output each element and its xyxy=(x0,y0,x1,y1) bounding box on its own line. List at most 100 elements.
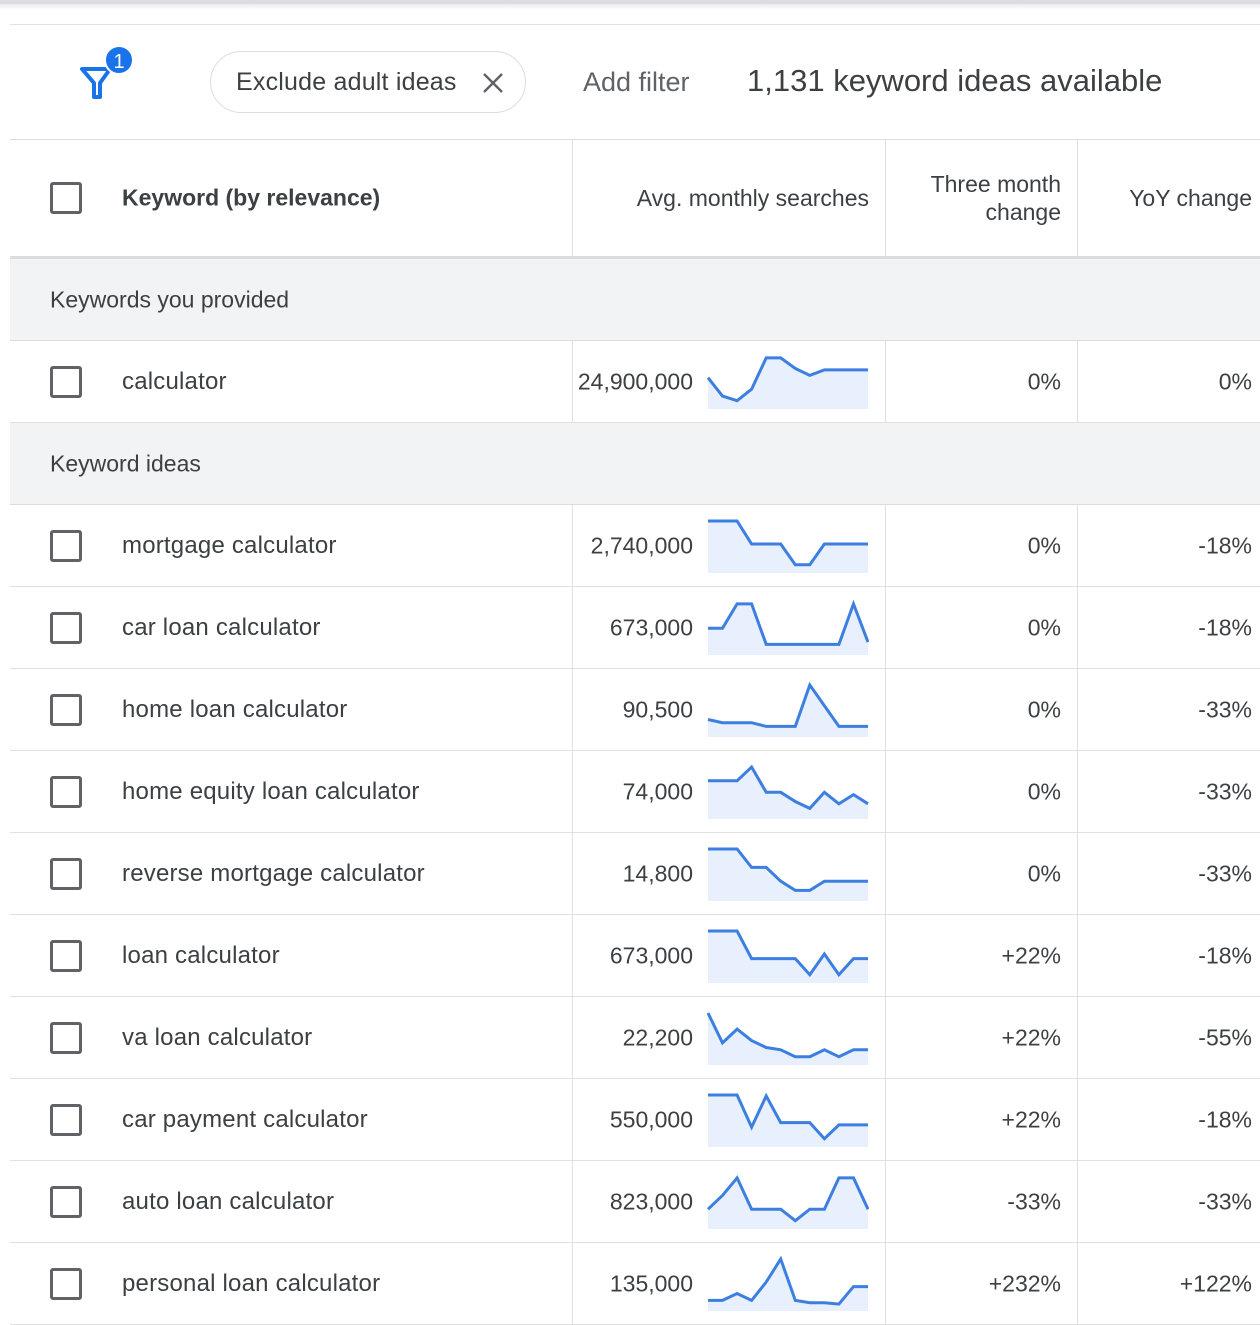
keyword-ideas-panel: 1 Exclude adult ideas Add filter 1,131 k… xyxy=(10,24,1260,1325)
row-checkbox[interactable] xyxy=(50,857,82,890)
three-month-change-value: +232% xyxy=(988,1270,1061,1296)
avg-monthly-searches-value: 24,900,000 xyxy=(577,368,693,394)
sparkline-line xyxy=(707,1175,869,1223)
three-month-change-value: +22% xyxy=(1001,1106,1061,1132)
keyword-text: car loan calculator xyxy=(122,613,321,641)
table-row[interactable]: home loan calculator 90,500 0% -33% xyxy=(10,669,1260,751)
trend-sparkline[interactable] xyxy=(707,1009,869,1065)
table-row[interactable]: personal loan calculator 135,000 +232% +… xyxy=(10,1243,1260,1325)
sparkline-area xyxy=(708,767,868,819)
sparkline-area xyxy=(708,685,868,737)
yoy-change-value: -55% xyxy=(1198,1024,1252,1050)
sparkline-line xyxy=(708,764,869,811)
sparkline-area xyxy=(708,1013,868,1065)
keyword-table: Keyword (by relevance) Avg. monthly sear… xyxy=(10,139,1260,1325)
yoy-change-value: -18% xyxy=(1198,532,1252,558)
table-row[interactable]: calculator 24,900,000 0% 0% xyxy=(10,341,1260,423)
keyword-text: home equity loan calculator xyxy=(122,777,420,805)
add-filter-button[interactable]: Add filter xyxy=(583,67,690,97)
sparkline-line xyxy=(707,1012,868,1059)
row-checkbox[interactable] xyxy=(50,693,82,726)
three-month-change-header[interactable]: Three month change xyxy=(931,170,1061,226)
yoy-change-value: -33% xyxy=(1198,778,1252,804)
select-all-checkbox[interactable] xyxy=(50,181,82,214)
avg-monthly-searches-header[interactable]: Avg. monthly searches xyxy=(636,184,869,211)
yoy-change-value: 0% xyxy=(1218,368,1252,394)
three-month-change-value: -33% xyxy=(1007,1188,1061,1214)
row-checkbox[interactable] xyxy=(50,1021,82,1054)
table-row[interactable]: mortgage calculator 2,740,000 0% -18% xyxy=(10,505,1260,587)
avg-monthly-searches-value: 673,000 xyxy=(609,614,693,640)
trend-sparkline[interactable] xyxy=(707,763,869,819)
sparkline-area xyxy=(708,931,868,983)
avg-monthly-searches-value: 74,000 xyxy=(622,778,693,804)
table-row[interactable]: reverse mortgage calculator 14,800 0% -3… xyxy=(10,833,1260,915)
top-scroll-shadow xyxy=(0,0,1260,10)
trend-sparkline[interactable] xyxy=(707,1255,869,1311)
table-header-row: Keyword (by relevance) Avg. monthly sear… xyxy=(10,139,1260,259)
sparkline-line xyxy=(708,1092,868,1141)
sparkline-area xyxy=(708,521,868,573)
yoy-change-value: -18% xyxy=(1198,1106,1252,1132)
three-month-change-value: +22% xyxy=(1001,1024,1061,1050)
keyword-column-header[interactable]: Keyword (by relevance) xyxy=(122,184,381,210)
yoy-change-value: -33% xyxy=(1198,860,1252,886)
yoy-change-value: -33% xyxy=(1198,1188,1252,1214)
ideas-available-count: 1,131 keyword ideas available xyxy=(747,63,1163,98)
sparkline-area xyxy=(708,603,868,655)
trend-sparkline[interactable] xyxy=(707,927,869,983)
row-checkbox[interactable] xyxy=(50,1185,82,1218)
section-keywords-provided: Keywords you provided xyxy=(10,259,1260,341)
sparkline-area xyxy=(708,1177,868,1229)
row-checkbox[interactable] xyxy=(50,775,82,808)
row-checkbox[interactable] xyxy=(50,1267,82,1300)
trend-sparkline[interactable] xyxy=(707,599,869,655)
table-row[interactable]: auto loan calculator 823,000 -33% -33% xyxy=(10,1161,1260,1243)
sparkline-area xyxy=(708,1259,868,1311)
avg-monthly-searches-value: 823,000 xyxy=(609,1188,693,1214)
avg-monthly-searches-value: 14,800 xyxy=(622,860,693,886)
keyword-text: personal loan calculator xyxy=(122,1269,381,1297)
three-month-change-value: 0% xyxy=(1027,614,1061,640)
avg-monthly-searches-value: 550,000 xyxy=(609,1106,693,1132)
sparkline-area xyxy=(708,849,868,901)
row-checkbox[interactable] xyxy=(50,939,82,972)
sparkline-line xyxy=(708,847,868,892)
trend-sparkline[interactable] xyxy=(707,845,869,901)
section-label: Keywords you provided xyxy=(50,286,290,312)
trend-sparkline[interactable] xyxy=(707,353,869,409)
table-row[interactable]: car payment calculator 550,000 +22% -18% xyxy=(10,1079,1260,1161)
table-row[interactable]: car loan calculator 673,000 0% -18% xyxy=(10,587,1260,669)
table-row[interactable]: loan calculator 673,000 +22% -18% xyxy=(10,915,1260,997)
keyword-text: home loan calculator xyxy=(122,695,348,723)
trend-sparkline[interactable] xyxy=(707,1173,869,1229)
sparkline-area xyxy=(708,357,868,409)
trend-sparkline[interactable] xyxy=(707,1091,869,1147)
keyword-text: loan calculator xyxy=(122,941,280,969)
trend-sparkline[interactable] xyxy=(707,517,869,573)
exclude-adult-ideas-chip[interactable]: Exclude adult ideas xyxy=(210,51,526,113)
filter-count-badge: 1 xyxy=(104,45,134,75)
three-month-change-value: 0% xyxy=(1027,778,1061,804)
sparkline-line xyxy=(708,929,868,978)
three-month-change-value: 0% xyxy=(1027,696,1061,722)
keyword-text: calculator xyxy=(122,367,227,395)
table-row[interactable]: home equity loan calculator 74,000 0% -3… xyxy=(10,751,1260,833)
three-month-header-line1: Three month xyxy=(930,170,1061,197)
close-icon[interactable] xyxy=(481,71,505,95)
row-checkbox[interactable] xyxy=(50,365,82,398)
trend-sparkline[interactable] xyxy=(707,681,869,737)
three-month-change-value: 0% xyxy=(1027,368,1061,394)
keyword-text: auto loan calculator xyxy=(122,1187,335,1215)
keyword-text: mortgage calculator xyxy=(122,531,337,559)
chip-label: Exclude adult ideas xyxy=(236,67,457,96)
row-checkbox[interactable] xyxy=(50,1103,82,1136)
yoy-change-header[interactable]: YoY change xyxy=(1129,184,1252,211)
avg-monthly-searches-value: 2,740,000 xyxy=(590,532,693,558)
yoy-change-value: +122% xyxy=(1179,1270,1252,1296)
yoy-change-value: -18% xyxy=(1198,942,1252,968)
keyword-text: car payment calculator xyxy=(122,1105,368,1133)
row-checkbox[interactable] xyxy=(50,529,82,562)
table-row[interactable]: va loan calculator 22,200 +22% -55% xyxy=(10,997,1260,1079)
row-checkbox[interactable] xyxy=(50,611,82,644)
